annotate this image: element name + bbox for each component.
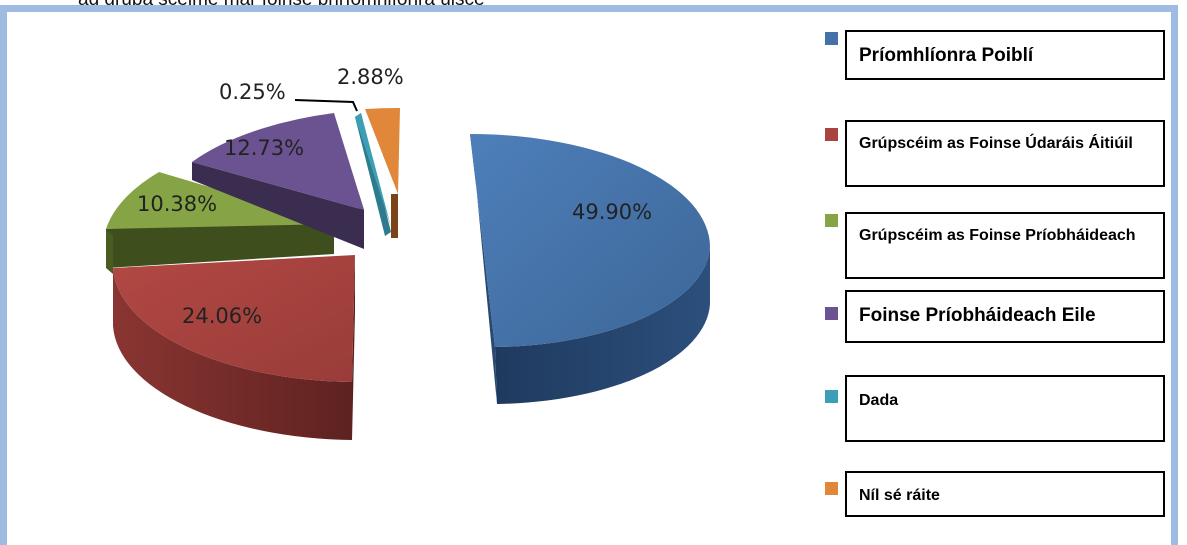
legend-label-4: Foinse Príobháideach Eile [845,290,1165,343]
legend-label-5: Dada [845,375,1165,442]
leader-line-dada [294,99,358,112]
slice-grupsceim-udarais-aitiuil [113,255,355,440]
slice-grupsceim-priobhaideach [106,172,334,274]
slice-nil-se-raite [365,107,400,238]
data-label-slice-6: 2.88% [337,65,404,89]
data-label-slice-3: 10.38% [137,192,217,216]
legend-swatch-5 [825,390,838,403]
legend-label-3: Grúpscéim as Foinse Príobháideach [845,212,1165,279]
slice-dada [355,113,391,236]
legend-swatch-4 [825,307,838,320]
chart-frame: 49.90% 24.06% 10.38% 12.73% 0.25% 2.88% … [0,5,1178,545]
legend-label-6: Níl sé ráite [845,471,1165,517]
data-label-slice-4: 12.73% [224,136,304,160]
slice-foinse-priobhaideach-eile [192,113,364,249]
pie-chart: 49.90% 24.06% 10.38% 12.73% 0.25% 2.88% [106,65,710,440]
legend-swatch-1 [825,32,838,45]
data-label-slice-2: 24.06% [182,304,262,328]
legend-swatch-3 [825,214,838,227]
legend-label-1: Príomhlíonra Poiblí [845,30,1165,80]
data-label-slice-5: 0.25% [219,80,286,104]
data-label-slice-1: 49.90% [572,200,652,224]
legend-swatch-6 [825,482,838,495]
slice-primhlionra-poibli [470,134,710,404]
legend-swatch-2 [825,128,838,141]
legend-label-2: Grúpscéim as Foinse Údaráis Áitiúil [845,120,1165,187]
